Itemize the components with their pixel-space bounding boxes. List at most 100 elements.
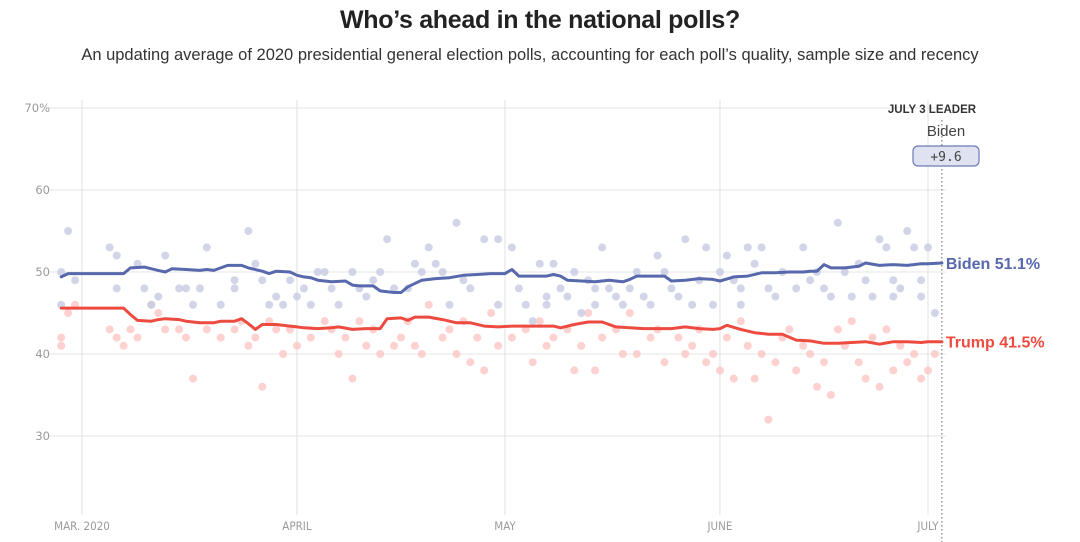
trump-poll-point (112, 333, 121, 342)
trump-poll-point (660, 358, 669, 367)
trump-poll-point (445, 325, 454, 334)
average-lines-layer (59, 261, 944, 346)
trump-poll-point (57, 341, 66, 350)
trump-poll-point (917, 374, 926, 383)
trump-poll-point (750, 374, 759, 383)
trump-poll-point (889, 366, 898, 375)
biden-poll-point (653, 251, 662, 260)
biden-poll-point (820, 284, 828, 293)
trump-poll-point (584, 309, 593, 317)
biden-poll-point (639, 292, 648, 301)
biden-poll-point (147, 300, 156, 309)
x-tick-label: APRIL (282, 519, 312, 533)
trump-poll-point (473, 333, 482, 342)
biden-poll-point (480, 235, 489, 244)
biden-poll-point (591, 300, 600, 309)
biden-poll-point (376, 268, 385, 276)
biden-poll-point (542, 292, 551, 301)
biden-poll-point (112, 284, 121, 293)
biden-poll-point (195, 284, 204, 293)
biden-poll-point (230, 284, 239, 293)
trump-poll-point (729, 374, 738, 383)
biden-poll-point (702, 243, 711, 252)
biden-poll-point (563, 292, 572, 301)
biden-poll-point (667, 284, 676, 293)
biden-poll-point (896, 284, 905, 293)
trump-poll-point (154, 309, 163, 317)
trump-poll-point (161, 325, 170, 334)
trump-poll-point (785, 325, 794, 334)
trump-poll-point (688, 341, 697, 350)
trump-poll-point (258, 382, 267, 391)
biden-poll-point (189, 300, 197, 309)
trump-poll-point (480, 366, 489, 375)
biden-poll-point (64, 227, 73, 235)
biden-poll-point (431, 259, 440, 268)
trump-poll-point (306, 333, 315, 342)
biden-poll-point (383, 235, 392, 244)
y-tick-label: 30 (35, 429, 50, 443)
biden-poll-point (930, 309, 939, 317)
biden-poll-point (313, 268, 322, 276)
trump-poll-point (764, 415, 773, 424)
biden-poll-point (556, 284, 565, 293)
biden-poll-point (861, 276, 870, 285)
trump-poll-point (722, 333, 731, 342)
biden-poll-point (868, 292, 877, 301)
biden-poll-point (334, 300, 343, 309)
trump-poll-point (903, 358, 912, 367)
biden-poll-point (105, 243, 114, 252)
biden-poll-point (681, 235, 690, 244)
biden-poll-point (826, 292, 835, 301)
biden-poll-point (709, 300, 717, 309)
biden-poll-point (286, 276, 294, 285)
trump-average-line (59, 306, 944, 346)
trump-poll-point (230, 325, 239, 334)
trump-poll-point (182, 333, 190, 342)
trump-poll-point (390, 341, 398, 350)
leader-name: Biden (927, 123, 965, 140)
trump-poll-point (930, 350, 939, 358)
biden-poll-point (743, 243, 752, 252)
biden-poll-point (348, 268, 357, 276)
trump-poll-point (244, 341, 253, 350)
trump-poll-point (452, 350, 461, 358)
biden-poll-point (182, 284, 190, 293)
biden-poll-point (917, 276, 926, 285)
biden-poll-point (216, 300, 225, 309)
biden-poll-point (175, 284, 184, 293)
trump-poll-point (376, 350, 385, 358)
trump-poll-point (806, 350, 815, 358)
biden-poll-point (736, 300, 745, 309)
biden-poll-point (688, 300, 697, 309)
trump-poll-point (64, 309, 73, 317)
trump-poll-point (882, 325, 891, 334)
trump-poll-point (251, 333, 260, 342)
biden-poll-point (417, 268, 426, 276)
biden-poll-point (362, 292, 371, 301)
biden-poll-point (230, 276, 239, 285)
biden-poll-point (889, 276, 898, 285)
biden-poll-point (133, 259, 142, 268)
trump-poll-point (792, 366, 801, 375)
trump-poll-point (397, 333, 405, 342)
biden-poll-point (327, 284, 336, 293)
biden-poll-point (792, 284, 801, 293)
trump-poll-point (813, 382, 821, 391)
biden-poll-point (847, 292, 856, 301)
biden-poll-point (369, 276, 378, 285)
biden-poll-point (660, 268, 669, 276)
trump-poll-point (410, 341, 419, 350)
trump-poll-point (119, 341, 128, 350)
trump-poll-point (466, 358, 475, 367)
trump-poll-point (279, 350, 288, 358)
trump-poll-point (598, 333, 607, 342)
biden-poll-point (438, 268, 447, 276)
trump-poll-point (542, 341, 551, 350)
trump-poll-point (826, 391, 835, 399)
trump-poll-point (57, 333, 66, 342)
biden-poll-point (494, 235, 503, 244)
biden-poll-point (154, 292, 163, 301)
biden-poll-point (757, 243, 766, 252)
